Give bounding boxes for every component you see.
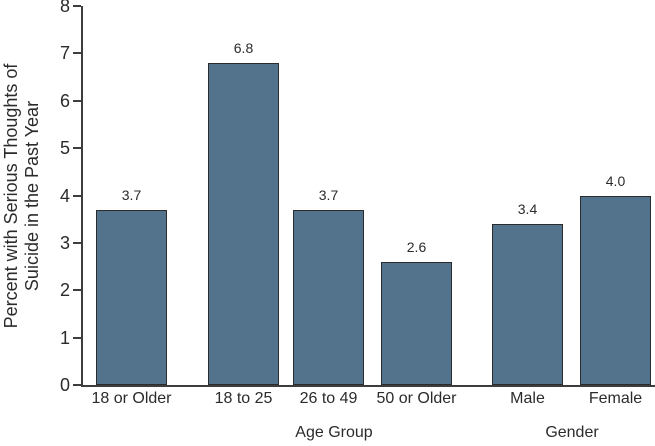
x-tick-label-18-or-older: 18 or Older: [91, 390, 172, 407]
bar-18-or-older: [96, 209, 167, 385]
x-axis-line: [81, 385, 655, 387]
y-tick-label-1: 1: [59, 327, 70, 348]
x-tick-label-female: Female: [588, 390, 643, 407]
y-tick-mark-5: [73, 147, 81, 150]
y-tick-mark-3: [73, 241, 81, 244]
bar-50-or-older: [381, 261, 452, 385]
x-group-label-gender: Gender: [545, 424, 599, 441]
y-tick-mark-0: [73, 384, 81, 386]
y-tick-label-8: 8: [59, 0, 70, 16]
bar-value-label-18-to-25: 6.8: [233, 39, 254, 56]
y-tick-mark-2: [73, 289, 81, 292]
y-tick-label-5: 5: [59, 138, 70, 159]
y-tick-mark-1: [73, 336, 81, 339]
bar-value-label-18-or-older: 3.7: [121, 186, 142, 203]
bar-value-label-50-or-older: 2.6: [406, 238, 427, 255]
bar-value-label-female: 4.0: [605, 172, 626, 189]
y-axis-line: [81, 6, 83, 387]
y-tick-mark-4: [73, 194, 81, 197]
y-tick-label-2: 2: [59, 280, 70, 301]
y-tick-mark-7: [73, 52, 81, 55]
y-tick-label-4: 4: [59, 185, 70, 206]
y-axis-title-line-1: Percent with Serious Thoughts of: [1, 63, 21, 329]
y-tick-label-3: 3: [59, 232, 70, 253]
bar-26-to-49: [293, 209, 364, 385]
y-tick-mark-8: [73, 5, 81, 7]
y-axis-title-text: Percent with Serious Thoughts of Suicide…: [1, 64, 43, 329]
y-tick-label-0: 0: [59, 375, 70, 395]
x-tick-label-male: Male: [510, 390, 545, 407]
bar-value-label-male: 3.4: [517, 200, 538, 217]
y-tick-label-6: 6: [59, 90, 70, 111]
bar-value-label-26-to-49: 3.7: [318, 186, 339, 203]
x-tick-label-26-to-49: 26 to 49: [299, 390, 358, 407]
x-tick-label-18-to-25: 18 to 25: [214, 390, 273, 407]
bar-18-to-25: [208, 62, 279, 385]
bar-male: [492, 223, 563, 385]
x-group-label-age-group: Age Group: [295, 424, 373, 441]
x-tick-label-50-or-older: 50 or Older: [376, 390, 457, 407]
bar-female: [580, 195, 651, 385]
y-tick-mark-6: [73, 99, 81, 102]
y-tick-label-7: 7: [59, 43, 70, 64]
